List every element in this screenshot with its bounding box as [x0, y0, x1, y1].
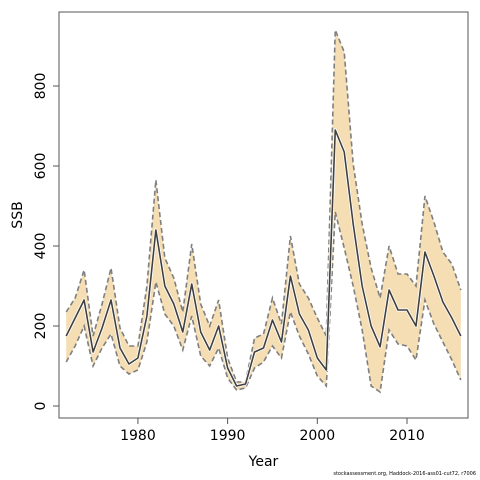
x-tick-label-1990: 1990 — [210, 428, 246, 444]
axes: 1980 1990 2000 2010 0 200 400 600 800 — [33, 73, 425, 444]
x-tick-label-2000: 2000 — [299, 428, 335, 444]
plot-area — [64, 29, 463, 394]
y-tick-label-600: 600 — [33, 153, 49, 180]
estimate-line — [65, 129, 462, 387]
y-axis-label: SSB — [10, 201, 26, 228]
y-tick-label-400: 400 — [33, 233, 49, 260]
upper-bound-line — [65, 29, 462, 383]
y-tick-label-800: 800 — [33, 73, 49, 100]
x-tick-label-2010: 2010 — [389, 428, 425, 444]
x-tick-label-1980: 1980 — [120, 428, 156, 444]
y-tick-label-0: 0 — [33, 402, 49, 411]
y-tick-label-200: 200 — [33, 313, 49, 340]
plot-frame — [58, 11, 469, 419]
x-axis-label: Year — [248, 454, 279, 470]
confidence-band — [66, 30, 461, 392]
source-caption: stockassessment.org, Haddock-2016-ass01-… — [333, 471, 476, 477]
